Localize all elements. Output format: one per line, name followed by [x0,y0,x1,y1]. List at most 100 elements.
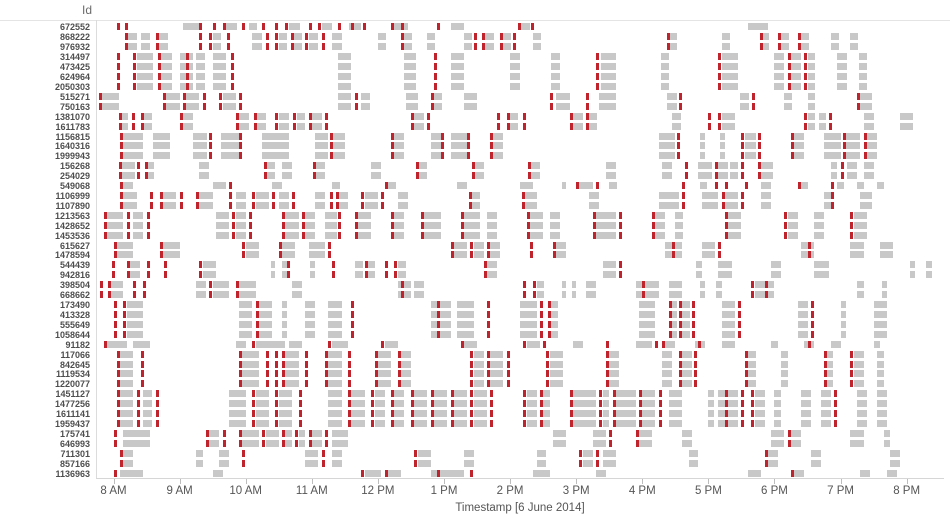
gantt-bar[interactable] [845,142,861,150]
gantt-bar[interactable] [596,231,616,239]
event-mark[interactable] [103,221,107,229]
event-mark[interactable] [231,53,235,61]
gantt-bar[interactable] [473,172,484,180]
event-mark[interactable] [252,410,256,418]
event-mark[interactable] [652,221,656,229]
event-mark[interactable] [231,82,235,90]
event-mark[interactable] [329,201,333,209]
gantt-bar[interactable] [881,291,887,299]
gantt-bar[interactable] [774,63,785,71]
gantt-bar[interactable] [328,419,342,427]
event-mark[interactable] [787,53,791,61]
gantt-bar[interactable] [486,211,497,219]
gantt-bar[interactable] [721,310,735,318]
event-mark[interactable] [325,439,329,447]
event-mark[interactable] [741,201,745,209]
gantt-bar[interactable] [133,231,144,239]
gantt-bar[interactable] [675,211,684,219]
gantt-bar[interactable] [698,172,712,180]
gantt-bar[interactable] [328,360,342,368]
event-mark[interactable] [490,400,494,408]
gantt-bar[interactable] [450,152,470,160]
gantt-bar[interactable] [718,400,739,408]
gantt-bar[interactable] [338,82,352,90]
event-mark[interactable] [275,419,279,427]
gantt-bar[interactable] [249,23,257,31]
gantt-bar[interactable] [186,92,200,100]
gantt-bar[interactable] [609,360,620,368]
event-mark[interactable] [242,251,246,259]
event-mark[interactable] [293,122,297,130]
gantt-bar[interactable] [860,92,873,100]
gantt-bar[interactable] [662,172,672,180]
gantt-bar[interactable] [740,92,750,100]
gantt-bar[interactable] [866,142,877,150]
event-mark[interactable] [252,191,256,199]
event-mark[interactable] [371,400,375,408]
gantt-bar[interactable] [121,122,129,130]
gantt-bar[interactable] [551,301,558,309]
gantt-bar[interactable] [338,53,352,61]
event-mark[interactable] [222,429,226,437]
gantt-bar[interactable] [229,390,246,398]
event-mark[interactable] [586,92,590,100]
gantt-bar[interactable] [807,112,816,120]
event-mark[interactable] [182,92,186,100]
event-mark[interactable] [718,241,722,249]
gantt-bar[interactable] [700,132,706,140]
event-mark[interactable] [305,360,309,368]
gantt-bar[interactable] [729,172,739,180]
event-mark[interactable] [282,370,286,378]
gantt-bar[interactable] [192,142,208,150]
gantt-bar[interactable] [543,419,550,427]
event-mark[interactable] [738,320,742,328]
gantt-bar[interactable] [414,291,425,299]
event-mark[interactable] [810,330,814,338]
event-mark[interactable] [133,281,137,289]
gantt-bar[interactable] [143,390,152,398]
gantt-bar[interactable] [767,459,778,467]
event-mark[interactable] [543,340,547,348]
gantt-bar[interactable] [387,469,402,477]
gantt-bar[interactable] [814,261,829,269]
gantt-bar[interactable] [404,43,413,51]
gantt-bar[interactable] [133,211,144,219]
gantt-bar[interactable] [792,152,805,160]
gantt-bar[interactable] [123,439,150,447]
gantt-bar[interactable] [792,142,805,150]
gantt-bar[interactable] [668,419,682,427]
row-id-label[interactable]: 1107890 [55,200,90,211]
gantt-bar[interactable] [876,410,887,418]
gantt-bar[interactable] [549,231,560,239]
gantt-bar[interactable] [123,459,134,467]
gantt-bar[interactable] [638,439,653,447]
gantt-bar[interactable] [701,241,715,249]
gantt-bar[interactable] [371,162,382,170]
gantt-bar[interactable] [837,53,848,61]
event-mark[interactable] [471,172,475,180]
event-mark[interactable] [850,231,854,239]
gantt-bar[interactable] [282,261,287,269]
event-mark[interactable] [830,182,834,190]
gantt-bar[interactable] [592,439,606,447]
event-mark[interactable] [321,459,325,467]
event-mark[interactable] [691,320,695,328]
event-mark[interactable] [473,33,477,41]
gantt-bar[interactable] [880,241,894,249]
gantt-bar[interactable] [161,53,172,61]
gantt-bar[interactable] [136,53,154,61]
gantt-bar[interactable] [536,291,545,299]
event-mark[interactable] [265,380,269,388]
event-mark[interactable] [143,281,147,289]
event-mark[interactable] [638,400,642,408]
event-mark[interactable] [391,419,395,427]
event-mark[interactable] [286,271,290,279]
gantt-bar[interactable] [463,92,478,100]
gantt-bar[interactable] [120,370,134,378]
gantt-bar[interactable] [670,330,677,338]
event-mark[interactable] [668,330,672,338]
gantt-bar[interactable] [130,271,140,279]
event-mark[interactable] [282,221,286,229]
event-mark[interactable] [239,350,243,358]
gantt-bar[interactable] [850,43,859,51]
